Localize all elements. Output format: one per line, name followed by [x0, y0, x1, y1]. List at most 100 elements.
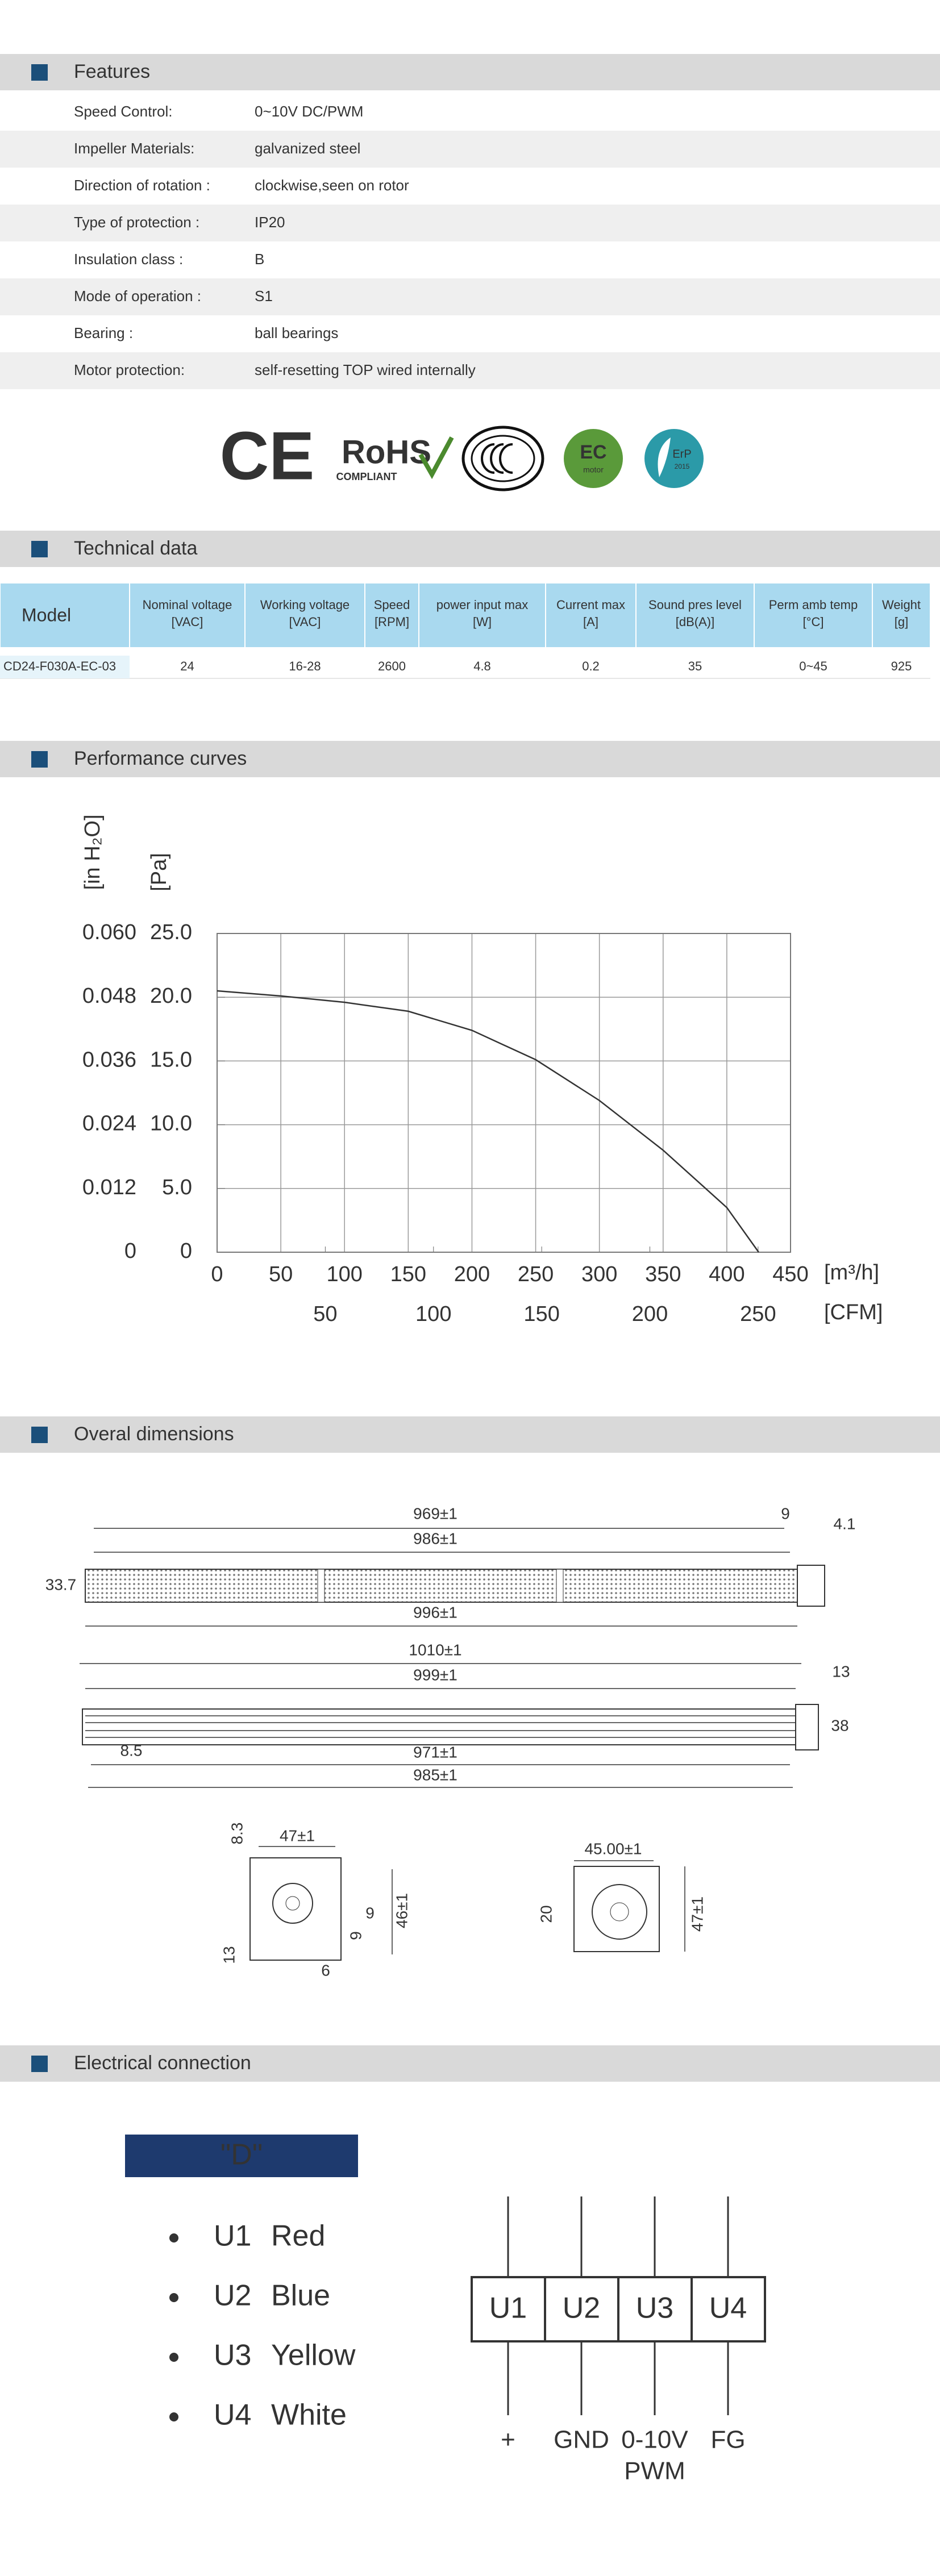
table-header: power input max	[436, 598, 528, 612]
feature-value: IP20	[255, 214, 285, 231]
section-title: Overal dimensions	[74, 1423, 234, 1445]
table-header: Model	[22, 605, 71, 625]
dimension-label: 9	[781, 1504, 790, 1522]
x2-tick-label: 250	[740, 1302, 776, 1326]
section-marker	[31, 2056, 48, 2072]
performance-curve	[217, 990, 759, 1253]
table-header-cell	[755, 583, 872, 647]
connector-pin: U3	[636, 2292, 673, 2325]
table-header: Sound pres level	[648, 598, 742, 612]
feature-label: Type of protection :	[74, 214, 199, 231]
section-title: Technical data	[74, 537, 197, 559]
table-header-cell	[873, 583, 930, 647]
dimension-label: 9	[365, 1904, 375, 1921]
x2-tick-label: 150	[523, 1302, 559, 1326]
logo-ccc-c	[490, 443, 504, 474]
section-bar	[0, 1416, 940, 1453]
x-tick-label: 0	[211, 1262, 223, 1286]
table-header: [RPM]	[375, 615, 409, 629]
feature-label: Speed Control:	[74, 103, 172, 120]
table-header: [VAC]	[289, 615, 321, 629]
connector-pin: U1	[489, 2292, 527, 2325]
feature-value: ball bearings	[255, 324, 338, 341]
x-tick-label: 100	[327, 1262, 363, 1286]
terminal-label: FG	[710, 2426, 745, 2454]
end-view-2	[573, 1866, 660, 1952]
wire-color: Red	[271, 2220, 325, 2253]
feature-row-bg	[0, 131, 940, 168]
bullet	[169, 2353, 178, 2362]
wire-color: White	[271, 2399, 347, 2432]
logo-erp-leaf	[658, 437, 671, 477]
variant-label: "D"	[221, 2139, 263, 2171]
terminal-label: PWM	[624, 2457, 685, 2485]
x-axis-label: [m³/h]	[824, 1261, 879, 1285]
end-view-2-hub	[610, 1902, 629, 1921]
fan-side-end	[795, 1704, 819, 1750]
x-tick-label: 200	[454, 1262, 490, 1286]
fan-top-divider	[556, 1569, 564, 1603]
feature-value: galvanized steel	[255, 140, 360, 157]
x-tick-label: 450	[772, 1262, 808, 1286]
feature-value: S1	[255, 287, 273, 305]
y2-tick-label: 0.012	[82, 1176, 136, 1199]
table-header-cell	[419, 583, 545, 647]
x-tick-label: 400	[709, 1262, 744, 1286]
table-cell: 24	[180, 659, 194, 673]
table-cell: 4.8	[473, 659, 491, 673]
feature-label: Motor protection:	[74, 361, 185, 378]
end-view-1	[249, 1857, 342, 1961]
y-tick-label: 0	[180, 1239, 192, 1263]
dimension-label: 971±1	[413, 1743, 457, 1761]
connector-pin: U2	[563, 2292, 600, 2325]
wire-pin: U2	[214, 2279, 251, 2312]
table-model-cell	[0, 656, 130, 678]
table-cell: CD24-F030A-EC-03	[3, 659, 116, 673]
connector-cell	[471, 2276, 546, 2342]
x-tick-label: 300	[581, 1262, 617, 1286]
logo-erp-text: ErP	[672, 448, 691, 460]
table-header-cell	[365, 583, 418, 647]
end-view-1-motor	[272, 1883, 313, 1924]
table-header: [A]	[583, 615, 598, 629]
terminal-label: GND	[554, 2426, 609, 2454]
table-cell: 925	[891, 659, 912, 673]
section-marker	[31, 64, 48, 81]
wire-pin: U1	[214, 2220, 251, 2253]
bullet	[169, 2293, 178, 2302]
dimension-label: 6	[321, 1961, 330, 1979]
dimension-label: 4.1	[834, 1515, 856, 1532]
section-bar	[0, 2045, 940, 2082]
x2-tick-label: 200	[632, 1302, 668, 1326]
section-title: Performance curves	[74, 748, 247, 769]
table-header: Nominal voltage	[143, 598, 232, 612]
fan-side-body	[82, 1708, 801, 1745]
dimension-label: 13	[832, 1662, 850, 1680]
dimension-label: 9	[347, 1931, 364, 1940]
terminal-label: +	[501, 2426, 515, 2454]
table-header-cell	[546, 583, 635, 647]
logo-ec-text: EC	[580, 441, 606, 463]
connector-cell	[691, 2276, 766, 2342]
section-title: Electrical connection	[74, 2052, 251, 2074]
logo-erp-year: 2015	[675, 462, 690, 470]
table-cell: 16-28	[289, 659, 321, 673]
section-bar	[0, 54, 940, 90]
table-header-cell	[130, 583, 244, 647]
y-tick-label: 20.0	[150, 984, 192, 1008]
logo-rohs: RoHS	[342, 433, 431, 470]
section-title: Features	[74, 61, 150, 82]
feature-label: Direction of rotation :	[74, 177, 210, 194]
table-cell: 35	[688, 659, 702, 673]
dimension-label: 45.00±1	[584, 1840, 642, 1857]
section-marker	[31, 1427, 48, 1443]
table-header-cell	[1, 583, 129, 647]
dimension-label: 20	[537, 1905, 555, 1923]
plot-frame	[217, 933, 791, 1253]
wire-pin: U3	[214, 2339, 251, 2372]
connector-cell	[544, 2276, 619, 2342]
logo-ccc-c	[481, 443, 495, 474]
feature-label: Impeller Materials:	[74, 140, 194, 157]
feature-row-bg	[0, 278, 940, 315]
